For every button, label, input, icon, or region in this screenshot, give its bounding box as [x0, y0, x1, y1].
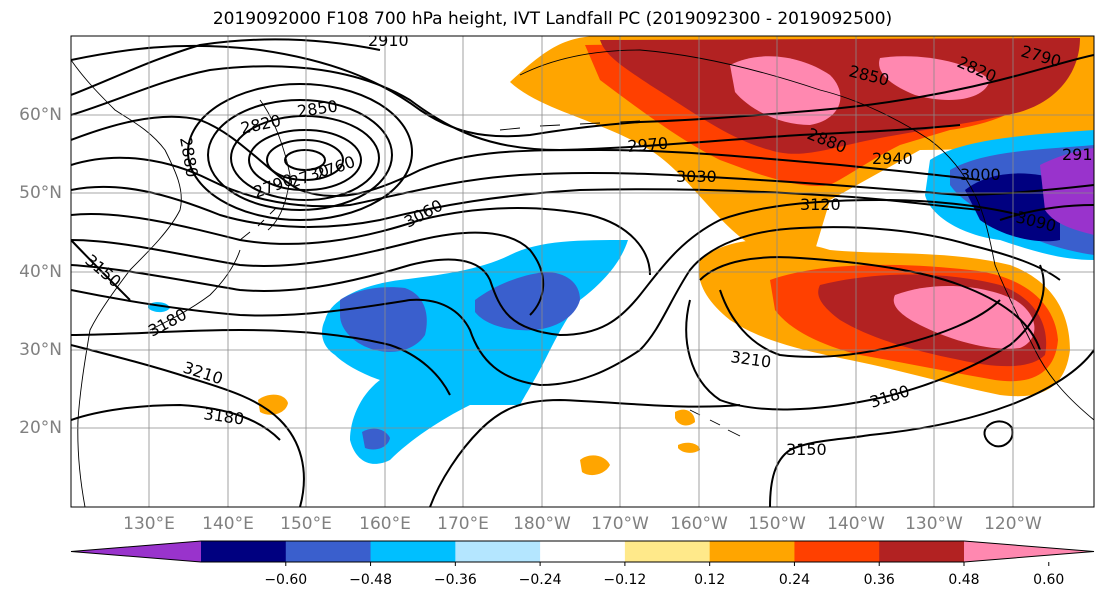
contour-label: 3030: [676, 167, 717, 186]
contour-low-6: [187, 83, 413, 221]
colorbar-tick-label: −0.36: [433, 572, 477, 588]
lat-label: 60°N: [19, 105, 62, 125]
contour-3120: [71, 198, 1021, 337]
colorbar-segment: [879, 541, 965, 562]
colorbar-tick-label: −0.12: [603, 572, 647, 588]
lat-label: 40°N: [19, 262, 62, 282]
colorbar-tick-label: −0.24: [518, 572, 562, 588]
contour-label: 2910: [368, 31, 409, 50]
contour-label: 2970: [627, 134, 669, 156]
contour-3030: [71, 185, 981, 228]
lon-label: 130°W: [905, 514, 963, 534]
lon-label: 160°W: [670, 514, 728, 534]
shade-blue-central2: [475, 272, 580, 331]
contour-2910: [71, 38, 381, 96]
colorbar-outline: [70, 540, 1095, 563]
contour-3000: [71, 156, 1094, 208]
colorbar-tick-label: 0.48: [948, 572, 980, 588]
shade-orange-patch3: [675, 409, 695, 426]
lat-label: 30°N: [19, 340, 62, 360]
colorbar-tick-label: −0.60: [264, 572, 308, 588]
lon-label: 170°W: [591, 514, 649, 534]
contour-3210-inner: [719, 289, 1001, 358]
contour-3060: [71, 207, 651, 276]
contour-low-4: [230, 115, 380, 201]
shade-orange-patch2: [580, 455, 610, 476]
colorbar-extend-min: [71, 541, 201, 562]
contour-label: 3000: [960, 165, 1001, 184]
shade-pink-north: [730, 56, 841, 125]
lon-label: 140°E: [202, 514, 254, 534]
map-title: 2019092000 F108 700 hPa height, IVT Land…: [212, 9, 893, 29]
contour-3150-east: [769, 349, 1094, 507]
colorbar-segment: [794, 541, 880, 562]
contour-low-5: [207, 99, 393, 211]
contour-3180: [71, 328, 451, 441]
contour-2970: [71, 115, 981, 198]
colorbar-segment: [455, 541, 541, 562]
contour-label: 3150: [786, 440, 827, 459]
colorbar-tick-label: 0.36: [863, 572, 895, 588]
lon-label: 140°W: [827, 514, 885, 534]
colorbar-segment: [624, 541, 711, 562]
colorbar-segment: [709, 541, 795, 562]
contour-3090: [71, 204, 1094, 316]
gridlines: [71, 36, 1094, 507]
lon-label: 150°W: [748, 514, 806, 534]
shade-orange-patch1: [258, 394, 288, 415]
shade-orange-patch4: [678, 442, 700, 453]
lon-label: 130°E: [123, 514, 175, 534]
shade-blue-central3: [362, 428, 390, 450]
colorbar-tick-label: −0.48: [349, 572, 392, 588]
contour-low-1: [284, 149, 326, 171]
contour-low-3: [248, 129, 362, 191]
contour-3150-ring: [983, 420, 1014, 448]
colorbar-tick-label: 0.12: [694, 572, 726, 588]
coast-kamchatka: [259, 99, 291, 231]
colorbar-tick-label: 0.24: [778, 572, 811, 588]
lat-label: 50°N: [19, 183, 62, 203]
contour-2880: [71, 44, 1094, 138]
lon-label: 160°E: [359, 514, 411, 534]
lon-label: 180°W: [513, 514, 571, 534]
shade-blue-central1: [340, 287, 427, 352]
contour-label: 291: [1062, 145, 1093, 164]
lon-label: 150°E: [280, 514, 332, 534]
colorbar-segment: [201, 541, 287, 562]
lon-label: 120°W: [984, 514, 1042, 534]
coast-alaska: [519, 49, 976, 196]
colorbar-segment: [370, 541, 456, 562]
contour-3240: [429, 398, 741, 507]
lat-label: 20°N: [19, 418, 62, 438]
colorbar-extend-max: [964, 541, 1094, 562]
contour-2940: [71, 65, 961, 152]
lon-label: 170°E: [437, 514, 489, 534]
contour-label: 3120: [800, 195, 841, 214]
coast-northamerica: [974, 194, 1094, 421]
contour-3150: [71, 226, 1061, 387]
contour-label: 2940: [872, 149, 913, 168]
shade-purple-ne: [1040, 148, 1094, 235]
colorbar-segment: [285, 541, 372, 562]
height-contours: [71, 38, 1094, 507]
coast-aleutians: [499, 120, 641, 131]
contour-3210: [71, 256, 1041, 507]
contour-3180-east: [685, 264, 1045, 411]
colorbar-tick-label: 0.60: [1033, 572, 1065, 588]
colorbar-segment: [540, 541, 626, 562]
coast-hawaii: [689, 409, 741, 437]
contour-low-2: [266, 139, 344, 181]
